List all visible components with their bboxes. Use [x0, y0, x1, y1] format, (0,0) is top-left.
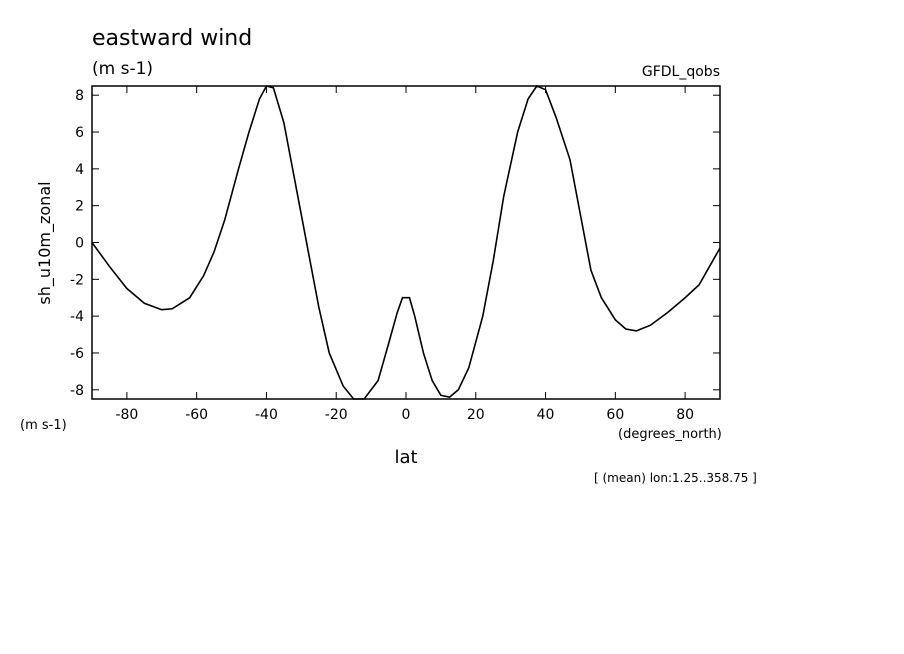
x-tick-label: 20: [467, 407, 485, 423]
x-tick-label: 60: [606, 407, 624, 423]
x-tick-label: -80: [115, 407, 138, 423]
y-tick-label: 0: [75, 236, 84, 252]
y-tick-label: 6: [75, 125, 84, 141]
x-axis-label: lat: [394, 447, 417, 468]
chart-title: eastward wind: [92, 26, 252, 51]
y-tick-label: -6: [70, 346, 84, 362]
chart-subtitle: (m s-1): [92, 59, 153, 79]
x-tick-label: -60: [185, 407, 208, 423]
source-label: GFDL_qobs: [642, 64, 720, 80]
y-tick-label: -4: [70, 309, 84, 325]
y-tick-label: -2: [70, 272, 84, 288]
y-axis-label: sh_u10m_zonal: [35, 181, 55, 304]
x-tick-label: 0: [402, 407, 411, 423]
x-tick-label: -20: [325, 407, 348, 423]
y-units: (m s-1): [20, 418, 67, 433]
line: [91, 85, 721, 400]
y-tick-label: 4: [75, 162, 84, 178]
y-tick-label: 8: [75, 88, 84, 104]
x-units: (degrees_north): [618, 427, 722, 442]
x-tick-label: -40: [255, 407, 278, 423]
footnote: [ (mean) lon:1.25..358.75 ]: [594, 471, 757, 485]
y-tick-label: -8: [70, 383, 84, 399]
x-tick-label: 80: [676, 407, 694, 423]
plot-frame: [91, 85, 721, 400]
y-tick-label: 2: [75, 199, 84, 215]
x-tick-label: 40: [537, 407, 555, 423]
